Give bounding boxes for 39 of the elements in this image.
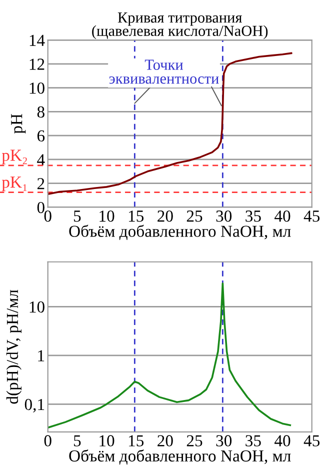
ref-line-label: pK₁	[2, 176, 27, 192]
x-tick-label: 15	[128, 210, 144, 222]
x-tick-label: 45	[304, 210, 320, 222]
line-series	[48, 52, 292, 196]
line-series	[48, 282, 292, 429]
y-tick-label: 0	[37, 202, 44, 214]
y-tick-label: 12	[30, 58, 44, 70]
y-tick-label: 0,1	[24, 398, 44, 413]
x-tick-label: 40	[274, 210, 290, 222]
x-tick-label: 25	[186, 210, 202, 222]
y-tick-label: 14	[30, 34, 45, 46]
x-axis-title: Объём добавленного NaOH, мл	[69, 449, 291, 465]
ref-line-label: pK₂	[2, 150, 27, 164]
y-tick-label: 10	[30, 301, 44, 313]
x-tick-label: 30	[216, 435, 232, 446]
annotation: Точки эквивалентности	[109, 60, 219, 84]
chart-title: Кривая титрования (щавелевая кислота/NaOH)	[92, 12, 268, 40]
y-tick-label: 6	[37, 130, 45, 142]
y-tick-label: 4	[37, 154, 45, 166]
x-tick-label: 15	[128, 435, 144, 446]
y-axis-title: pH	[11, 114, 26, 134]
x-tick-label: 10	[100, 210, 114, 222]
x-tick-label: 35	[246, 210, 261, 222]
x-tick-label: 20	[158, 435, 173, 446]
x-tick-label: 20	[158, 210, 173, 222]
x-tick-label: 5	[74, 210, 81, 222]
x-tick-label: 40	[274, 435, 290, 446]
x-axis-title: Объём добавленного NaOH, мл	[69, 224, 291, 240]
x-tick-label: 30	[216, 210, 232, 222]
x-tick-label: 35	[246, 435, 261, 446]
x-tick-label: 5	[74, 435, 81, 446]
x-tick-label: 25	[186, 435, 202, 446]
x-tick-label: 10	[100, 435, 114, 446]
x-tick-label: 45	[304, 435, 320, 446]
y-tick-label: 10	[30, 82, 44, 94]
y-tick-label: 8	[37, 106, 44, 118]
y-axis-title: d(pH)/dV, pH/мл	[6, 290, 22, 404]
y-tick-label: 2	[37, 178, 44, 190]
y-tick-label: 1	[38, 350, 44, 362]
